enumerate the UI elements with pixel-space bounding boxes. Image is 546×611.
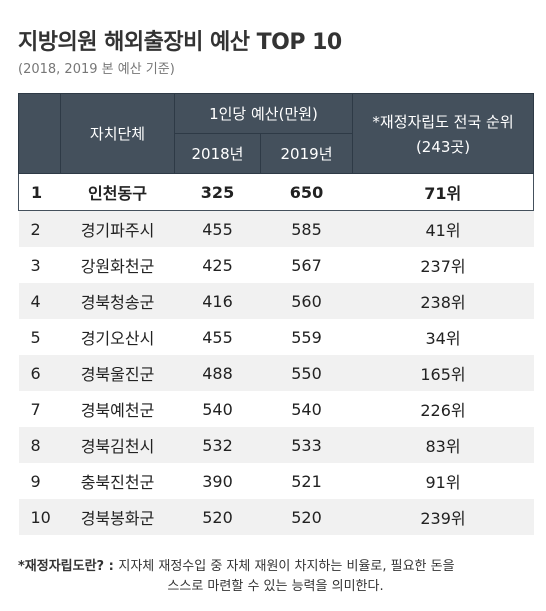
region-cell: 강원화천군 [60,247,175,283]
header-year-2019: 2019년 [259,133,354,174]
footnote-line2: 스스로 마련할 수 있는 능력을 의미한다. [167,579,384,594]
budget-2018-cell: 488 [174,355,261,391]
page-subtitle: (2018, 2019 본 예산 기준) [18,62,175,77]
budget-2019-cell: 540 [260,391,353,427]
budget-table: 자치단체 1인당 예산(만원) *재정자립도 전국 순위 (243곳) 2018… [18,93,535,535]
header-year-2018: 2018년 [174,133,261,174]
budget-2019-cell: 585 [260,210,353,247]
region-cell: 충북진천군 [60,463,175,499]
rank-cell: 10 [18,499,61,535]
rank-cell: 8 [18,427,61,463]
fiscal-rank-cell: 41위 [352,210,534,247]
footnote: *재정자립도란? : 지자체 재정수입 중 자체 재원이 차지하는 비율로, 필… [18,557,533,597]
rank-cell: 6 [18,355,61,391]
rank-cell: 3 [18,247,61,283]
region-cell: 경북청송군 [60,283,175,319]
budget-2019-cell: 567 [260,247,353,283]
fiscal-rank-cell: 34위 [352,319,534,355]
budget-2018-cell: 425 [174,247,261,283]
rank-cell: 7 [18,391,61,427]
table-row: 10 경북봉화군 520 520 239위 [18,499,534,535]
region-cell: 경북김천시 [60,427,175,463]
budget-2018-cell: 390 [174,463,261,499]
budget-2018-cell: 455 [174,210,261,247]
table-row: 2 경기파주시 455 585 41위 [18,210,534,247]
page-title: 지방의원 해외출장비 예산 TOP 10 [18,30,342,55]
budget-2019-cell: 560 [260,283,353,319]
budget-2018-cell: 416 [174,283,261,319]
region-cell: 인천동구 [60,173,175,211]
fiscal-rank-cell: 238위 [352,283,534,319]
header-fiscal-rank: *재정자립도 전국 순위 (243곳) [352,93,535,174]
table-row: 5 경기오산시 455 559 34위 [18,319,534,355]
rank-cell: 9 [18,463,61,499]
fiscal-rank-cell: 239위 [352,499,534,535]
header-fiscal-rank-line2: (243곳) [415,137,471,156]
budget-2019-cell: 559 [260,319,353,355]
footnote-lead: *재정자립도란? : [18,559,119,574]
table-row: 9 충북진천군 390 521 91위 [18,463,534,499]
rank-cell: 2 [18,210,61,247]
table-row: 3 강원화천군 425 567 237위 [18,247,534,283]
budget-2018-cell: 532 [174,427,261,463]
fiscal-rank-cell: 91위 [352,463,534,499]
header-region: 자치단체 [60,93,175,174]
fiscal-rank-cell: 71위 [352,173,535,211]
budget-2019-cell: 533 [260,427,353,463]
budget-2019-cell: 650 [260,173,353,211]
region-cell: 경기오산시 [60,319,175,355]
region-cell: 경기파주시 [60,210,175,247]
header-rank [18,93,61,174]
region-cell: 경북예천군 [60,391,175,427]
table-row: 4 경북청송군 416 560 238위 [18,283,534,319]
rank-cell: 5 [18,319,61,355]
fiscal-rank-cell: 165위 [352,355,534,391]
rank-cell: 4 [18,283,61,319]
budget-2019-cell: 520 [260,499,353,535]
fiscal-rank-cell: 83위 [352,427,534,463]
header-fiscal-rank-line1: *재정자립도 전국 순위 [372,112,514,131]
budget-2018-cell: 520 [174,499,261,535]
budget-2018-cell: 455 [174,319,261,355]
budget-2018-cell: 325 [174,173,261,211]
budget-2019-cell: 521 [260,463,353,499]
footnote-line1: 지자체 재정수입 중 자체 재원이 차지하는 비율로, 필요한 돈을 [118,559,455,574]
fiscal-rank-cell: 226위 [352,391,534,427]
table-row: 6 경북울진군 488 550 165위 [18,355,534,391]
table-row: 7 경북예천군 540 540 226위 [18,391,534,427]
table-row: 1 인천동구 325 650 71위 [18,173,535,211]
rank-cell: 1 [18,173,61,211]
table-row: 8 경북김천시 532 533 83위 [18,427,534,463]
fiscal-rank-cell: 237위 [352,247,534,283]
budget-2018-cell: 540 [174,391,261,427]
region-cell: 경북봉화군 [60,499,175,535]
region-cell: 경북울진군 [60,355,175,391]
budget-2019-cell: 550 [260,355,353,391]
header-budget-group: 1인당 예산(만원) [173,93,354,134]
